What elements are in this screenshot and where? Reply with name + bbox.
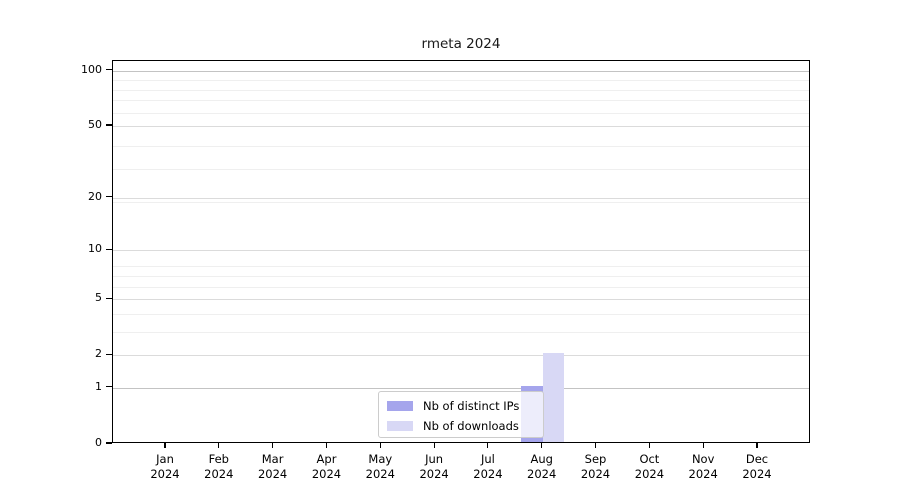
y-tick-label: 1 — [95, 379, 102, 393]
legend-label: Nb of downloads — [423, 419, 519, 433]
y-tick-label: 0 — [95, 436, 102, 449]
x-tick-year: 2024 — [473, 466, 503, 481]
y-tick-label: 50 — [88, 118, 102, 131]
x-tick-label: Apr 2024 — [295, 452, 359, 481]
x-tick — [433, 443, 435, 448]
gridline-major — [113, 355, 809, 357]
gridline-major — [113, 70, 809, 72]
x-tick-year: 2024 — [150, 466, 180, 481]
y-tick — [106, 124, 112, 126]
x-tick-label: Aug 2024 — [510, 452, 574, 481]
y-tick-label: 5 — [95, 291, 102, 305]
gridline-major — [113, 250, 809, 252]
x-tick-year: 2024 — [527, 466, 557, 481]
x-tick-month: Feb — [208, 452, 229, 466]
y-tick-label: 2 — [95, 347, 102, 361]
x-tick-month: Dec — [745, 452, 769, 466]
x-tick — [379, 443, 381, 448]
x-tick-label: Jun 2024 — [402, 452, 466, 481]
gridline-minor — [113, 331, 809, 333]
x-tick-year: 2024 — [419, 466, 449, 481]
gridline-minor — [113, 89, 809, 91]
x-tick-month: Nov — [691, 452, 715, 466]
y-tick-label: 100 — [81, 62, 102, 76]
gridline-major — [113, 299, 809, 301]
gridline-minor — [113, 145, 809, 147]
x-tick — [325, 443, 328, 448]
y-tick — [106, 69, 112, 71]
legend-swatch-icon — [387, 421, 413, 431]
gridline-minor — [113, 266, 809, 268]
bar-nb-of-downloads — [542, 353, 565, 442]
x-tick — [164, 443, 166, 448]
x-tick-year: 2024 — [688, 466, 718, 481]
x-tick — [756, 443, 758, 448]
plot-area — [112, 60, 810, 443]
x-tick-year: 2024 — [580, 466, 611, 481]
x-tick — [487, 443, 489, 448]
x-tick-year: 2024 — [742, 466, 772, 481]
x-tick-label: Oct 2024 — [617, 452, 681, 481]
legend-item: Nb of downloads — [379, 416, 543, 436]
x-tick-month: Oct — [639, 452, 660, 466]
gridline-minor — [113, 286, 809, 288]
x-tick-year: 2024 — [634, 466, 665, 481]
gridline-minor — [113, 100, 809, 102]
x-tick-label: Jan 2024 — [133, 452, 197, 481]
gridline-major — [113, 197, 809, 199]
x-tick-label: Jul 2024 — [456, 452, 520, 481]
y-tick — [106, 442, 112, 444]
y-tick-label: 10 — [88, 242, 102, 256]
legend: Nb of distinct IPs Nb of downloads — [378, 391, 544, 438]
gridline-major — [113, 387, 809, 389]
x-tick-month: Aug — [530, 452, 553, 466]
gridline-minor — [113, 201, 809, 203]
gridline-minor — [113, 313, 809, 315]
chart-title: rmeta 2024 — [421, 36, 501, 52]
x-tick-label: Mar 2024 — [241, 452, 305, 481]
legend-swatch-icon — [387, 401, 413, 411]
x-tick-year: 2024 — [311, 466, 342, 481]
x-tick-year: 2024 — [257, 466, 288, 481]
x-tick — [648, 443, 650, 448]
x-tick — [541, 443, 543, 448]
x-tick-month: Jan — [156, 452, 174, 466]
x-tick-label: Nov 2024 — [671, 452, 735, 481]
x-tick-year: 2024 — [204, 466, 234, 481]
y-tick — [106, 353, 112, 355]
legend-item: Nb of distinct IPs — [379, 396, 543, 416]
gridline-major — [113, 126, 809, 127]
x-tick-label: May 2024 — [348, 452, 412, 481]
x-tick-label: Dec 2024 — [725, 452, 789, 481]
x-tick-month: May — [368, 452, 393, 466]
y-tick — [106, 297, 112, 299]
legend-label: Nb of distinct IPs — [423, 399, 520, 413]
x-tick — [702, 443, 704, 448]
gridline-minor — [113, 169, 809, 170]
x-tick-month: Sep — [584, 452, 607, 466]
x-tick-month: Apr — [316, 452, 337, 466]
gridline-minor — [113, 112, 809, 114]
x-tick — [594, 443, 597, 448]
y-tick — [106, 386, 112, 388]
x-tick — [218, 443, 220, 448]
y-tick — [106, 248, 112, 250]
gridline-minor — [113, 275, 809, 277]
x-tick-month: Jun — [425, 452, 444, 466]
x-tick-month: Mar — [261, 452, 284, 466]
gridline-minor — [113, 80, 809, 82]
x-tick — [272, 443, 274, 448]
x-tick-month: Jul — [480, 452, 495, 466]
x-tick-label: Sep 2024 — [564, 452, 628, 481]
x-tick-year: 2024 — [365, 466, 395, 481]
x-tick-label: Feb 2024 — [187, 452, 251, 481]
y-tick-label: 20 — [88, 189, 102, 203]
y-tick — [106, 196, 112, 198]
